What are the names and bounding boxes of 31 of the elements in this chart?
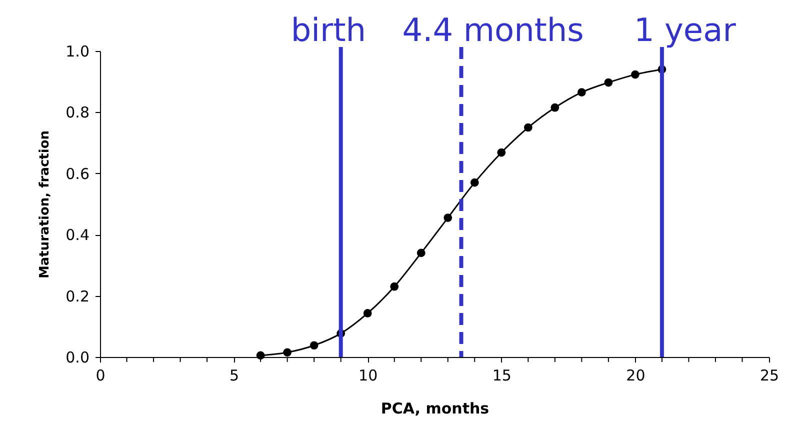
- ref-line-label: 1 year: [634, 11, 737, 49]
- point: [550, 103, 560, 112]
- y-tick-label: 0.8: [66, 104, 90, 122]
- point: [604, 78, 613, 87]
- point: [283, 348, 292, 357]
- y-tick-label: 0.0: [66, 348, 90, 366]
- point: [416, 248, 426, 258]
- x-tick-label: 5: [230, 366, 240, 384]
- point: [470, 178, 479, 187]
- point: [256, 351, 265, 360]
- point: [497, 148, 506, 157]
- x-tick-label: 20: [626, 366, 646, 384]
- ref-line-label: birth: [290, 11, 366, 49]
- x-axis-title: PCA, months: [380, 400, 490, 418]
- ref-line-label: 4.4 months: [402, 11, 584, 49]
- point: [524, 123, 532, 132]
- y-axis-title: Maturation, fraction: [38, 130, 53, 279]
- x-tick-label: 0: [96, 366, 106, 384]
- point: [390, 282, 399, 291]
- y-tick-label: 0.2: [66, 287, 90, 306]
- y-tick-label: 0.4: [66, 226, 90, 244]
- point: [577, 88, 586, 96]
- x-tick-label: 10: [358, 366, 378, 384]
- x-tick-label: 15: [492, 366, 512, 384]
- y-tick-label: 0.6: [66, 164, 90, 183]
- point: [631, 70, 640, 79]
- point: [310, 341, 318, 350]
- point: [444, 214, 452, 222]
- point: [363, 309, 372, 318]
- x-tick-label: 25: [760, 366, 780, 384]
- y-tick-label: 1.0: [66, 42, 90, 60]
